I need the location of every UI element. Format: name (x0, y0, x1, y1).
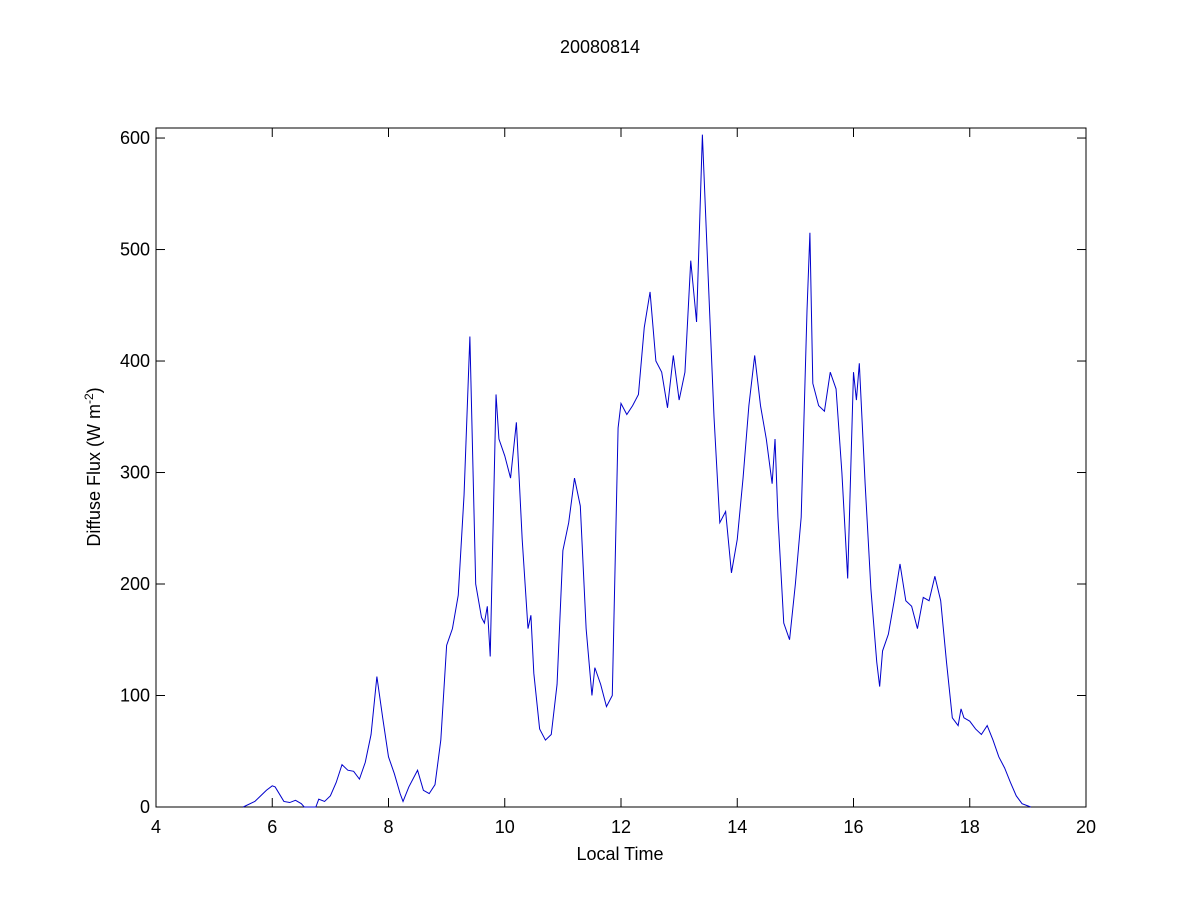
y-tick-label: 300 (120, 463, 150, 483)
y-tick-label: 500 (120, 240, 150, 260)
x-tick-label: 20 (1076, 817, 1096, 837)
x-tick-label: 16 (843, 817, 863, 837)
x-tick-label: 12 (611, 817, 631, 837)
x-tick-label: 14 (727, 817, 747, 837)
y-tick-label: 400 (120, 351, 150, 371)
y-label-sup: -2 (82, 393, 96, 404)
x-tick-label: 6 (267, 817, 277, 837)
x-tick-label: 4 (151, 817, 161, 837)
y-tick-label: 100 (120, 686, 150, 706)
x-tick-label: 18 (960, 817, 980, 837)
y-tick-label: 200 (120, 574, 150, 594)
y-axis-label: Diffuse Flux (W m-2) (82, 387, 104, 546)
y-label-text: Diffuse Flux (W m (84, 404, 104, 547)
chart-title: 20080814 (560, 37, 640, 57)
x-tick-label: 10 (495, 817, 515, 837)
y-tick-label: 0 (140, 797, 150, 817)
y-label-close: ) (84, 387, 104, 393)
x-tick-label: 8 (383, 817, 393, 837)
y-tick-label: 600 (120, 128, 150, 148)
data-line (242, 134, 1031, 808)
x-axis-label: Local Time (576, 844, 663, 864)
